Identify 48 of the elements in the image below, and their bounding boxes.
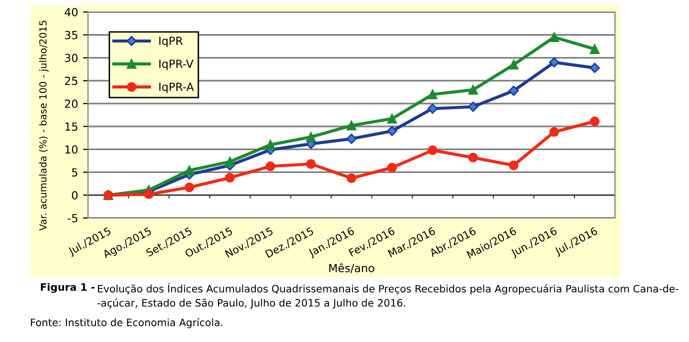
point [468,84,478,95]
y-axis-title: Var. acumulada (%) - base 100 - julho/2015 [39,20,48,231]
point [468,102,478,112]
y-tick-label: 25 [64,76,78,86]
point [468,152,478,162]
point [428,145,438,156]
point [225,156,235,167]
point [346,120,356,130]
x-axis-title: Mês/ano [329,263,374,274]
point [508,60,519,70]
point [427,103,438,114]
point [266,140,276,150]
point [387,114,397,124]
y-tick-label: 5 [72,168,78,177]
point [549,127,560,137]
y-tick-label: 35 [64,30,78,40]
point [549,57,560,68]
point [508,86,519,96]
point [225,172,235,183]
point [508,160,519,170]
y-tick-label: -5 [68,214,78,222]
source-note: Fonte: Instituto de Economia Agrícola. [30,318,222,328]
text: Evolução dos Índices Acumulados Quadrissemanais de Preços Recebidos pela Agropecuária Paulista com Cana-de- -açúcar, Estado de São Paulo, Julho de 2015 a Julho de 2016. [97,283,678,309]
point [184,182,194,192]
legend-label: IqPR-A [159,82,194,94]
legend-label: IqPR-V [159,60,194,70]
point [144,189,154,200]
point [346,134,357,144]
point [306,132,316,142]
text: Figura 1 - [40,283,94,293]
point [266,161,276,172]
point [387,162,397,173]
point [184,166,194,176]
y-tick-label: 15 [65,122,78,131]
point [346,173,356,184]
point [386,126,398,136]
y-tick-label: 20 [64,100,78,108]
y-tick-label: 30 [64,54,78,62]
y-tick-label: 40 [64,8,78,16]
legend-label: IqPR [159,36,183,48]
point [306,159,316,169]
y-tick-label: 10 [65,145,78,154]
point [590,116,600,126]
point [590,62,600,73]
point [428,90,438,100]
y-tick-label: 0 [72,191,78,200]
point [549,32,560,42]
point [590,44,600,54]
